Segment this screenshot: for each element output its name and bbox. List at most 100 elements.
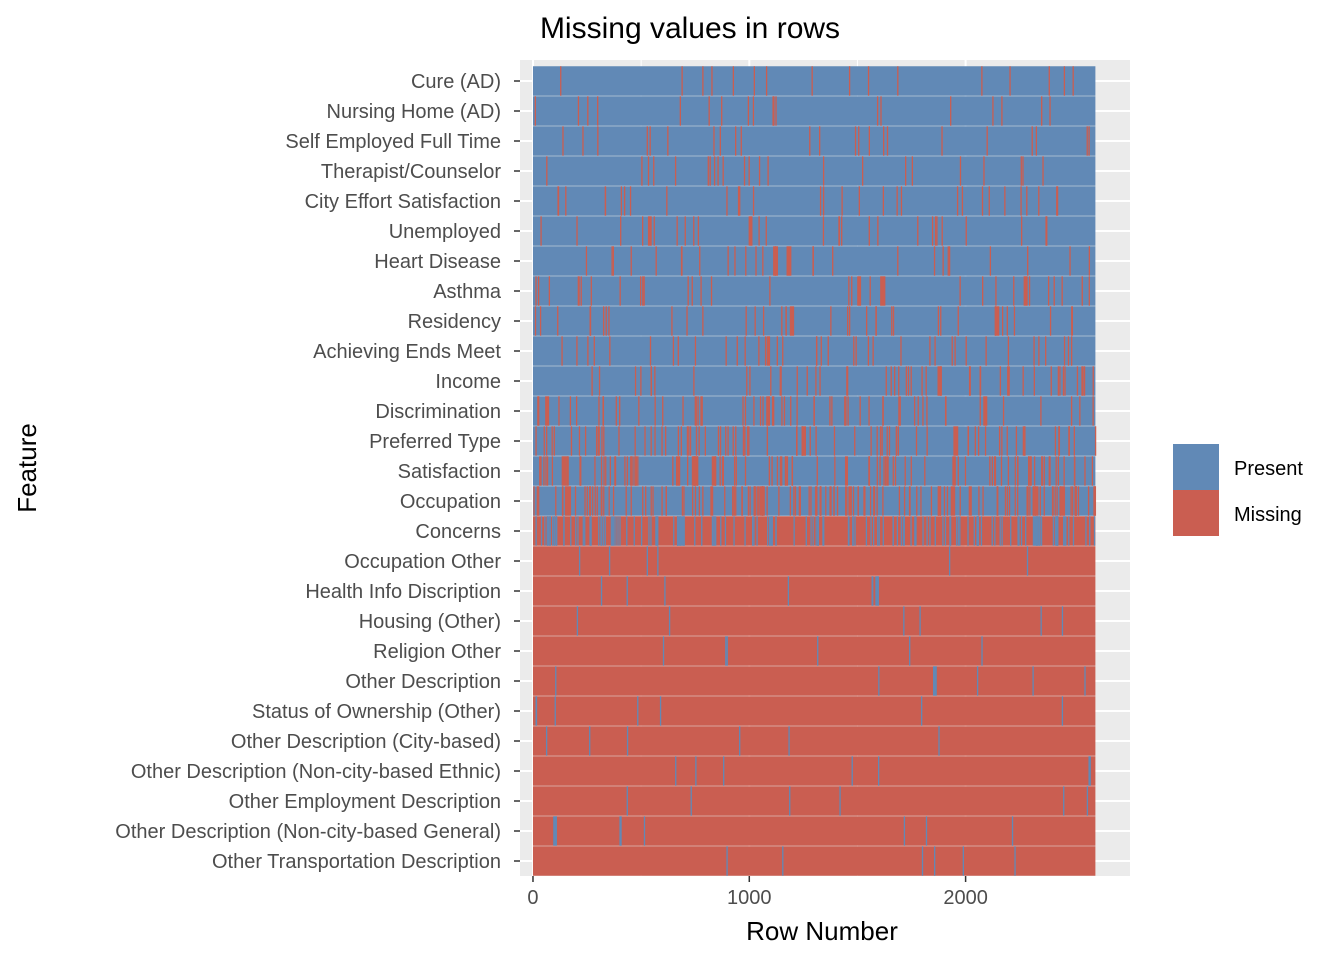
heatmap-cell — [956, 516, 958, 546]
heatmap-cell — [820, 336, 822, 366]
heatmap-cell — [561, 456, 567, 486]
heatmap-cell — [695, 756, 697, 786]
heatmap-cell — [983, 396, 988, 426]
heatmap-cell — [654, 426, 656, 456]
heatmap-cell — [691, 456, 696, 486]
heatmap-cell — [1067, 336, 1070, 366]
heatmap-cell — [609, 336, 611, 366]
heatmap-cell — [642, 276, 644, 306]
heatmap-cell — [920, 486, 922, 516]
heatmap-cell — [819, 126, 821, 156]
heatmap-cell — [808, 486, 810, 516]
heatmap-cell — [898, 486, 901, 516]
heatmap-cell — [668, 606, 671, 636]
heatmap-cell — [665, 486, 667, 516]
y-tick-label: Housing (Other) — [359, 611, 501, 633]
heatmap-cell — [1086, 126, 1088, 156]
heatmap-cell — [687, 456, 689, 486]
heatmap-cell — [965, 216, 967, 246]
heatmap-cell — [831, 396, 833, 426]
y-axis: Cure (AD) Nursing Home (AD) Self Employed … — [115, 71, 520, 873]
heatmap-cell — [886, 426, 888, 456]
heatmap-cell — [733, 456, 736, 486]
legend-label: Missing — [1234, 504, 1302, 526]
heatmap-cell — [589, 486, 592, 516]
heatmap-cell — [1002, 396, 1005, 426]
heatmap-cell — [532, 426, 1096, 456]
heatmap-cell — [937, 306, 940, 336]
heatmap-cell — [624, 456, 626, 486]
heatmap-cell — [1026, 546, 1029, 576]
heatmap-cell — [810, 486, 812, 516]
heatmap-cell — [702, 486, 704, 516]
heatmap-cell — [779, 366, 782, 396]
heatmap-cell — [779, 456, 782, 486]
heatmap-cell — [943, 486, 946, 516]
heatmap-cell — [841, 186, 843, 216]
heatmap-cell — [988, 186, 990, 216]
heatmap-cell — [584, 516, 586, 546]
heatmap-cell — [560, 66, 562, 96]
heatmap-cell — [666, 186, 668, 216]
heatmap-cell — [637, 456, 639, 486]
heatmap-cell — [598, 516, 600, 546]
heatmap-cell — [642, 216, 644, 246]
heatmap-cell — [934, 216, 937, 246]
heatmap-cell — [846, 366, 849, 396]
heatmap-cell — [767, 156, 769, 186]
heatmap-cell — [1011, 816, 1014, 846]
heatmap-cell — [1020, 216, 1023, 246]
heatmap-cell — [725, 636, 727, 666]
heatmap-cell — [759, 396, 762, 426]
x-tick-label: 0 — [527, 887, 538, 909]
heatmap-cell — [724, 486, 726, 516]
heatmap-cell — [611, 246, 613, 276]
heatmap-cell — [823, 516, 825, 546]
heatmap-cell — [753, 66, 755, 96]
heatmap-cell — [959, 276, 961, 306]
heatmap-row — [532, 756, 1096, 786]
heatmap-row — [532, 606, 1096, 636]
heatmap-cell — [762, 246, 764, 276]
heatmap-cell — [1017, 456, 1019, 486]
heatmap-cell — [680, 426, 682, 456]
heatmap-cell — [1013, 276, 1015, 306]
heatmap-cell — [589, 486, 591, 516]
heatmap-cell — [598, 396, 600, 426]
heatmap-cell — [1081, 276, 1083, 306]
heatmap-cell — [626, 516, 628, 546]
heatmap-cell — [690, 786, 692, 816]
heatmap-cell — [1063, 66, 1066, 96]
heatmap-cell — [702, 66, 704, 96]
heatmap-cell — [768, 456, 770, 486]
heatmap-cell — [788, 726, 790, 756]
heatmap-cell — [719, 126, 721, 156]
heatmap-cell — [846, 366, 848, 396]
heatmap-cell — [758, 216, 760, 246]
heatmap-cell — [749, 486, 751, 516]
heatmap-cell — [1051, 486, 1054, 516]
heatmap-cell — [937, 486, 942, 516]
heatmap-cell — [815, 426, 817, 456]
heatmap-cell — [650, 366, 652, 396]
heatmap-cell — [847, 516, 850, 546]
heatmap-cell — [1025, 516, 1027, 546]
heatmap-cell — [1074, 486, 1077, 516]
heatmap-cell — [816, 456, 818, 486]
heatmap-cell — [852, 516, 854, 546]
heatmap-cell — [974, 426, 976, 456]
heatmap-cell — [934, 846, 936, 876]
heatmap-cell — [1001, 426, 1003, 456]
heatmap-cell — [532, 246, 1096, 276]
heatmap-cell — [596, 486, 598, 516]
heatmap-cell — [1079, 396, 1081, 426]
heatmap-cell — [1092, 366, 1094, 396]
heatmap-cell — [876, 456, 878, 486]
heatmap-cell — [825, 486, 827, 516]
heatmap-cell — [771, 396, 774, 426]
heatmap-cell — [978, 486, 980, 516]
heatmap-cell — [701, 516, 703, 546]
heatmap-cell — [913, 396, 916, 426]
heatmap-cell — [654, 366, 656, 396]
heatmap-cell — [732, 486, 734, 516]
